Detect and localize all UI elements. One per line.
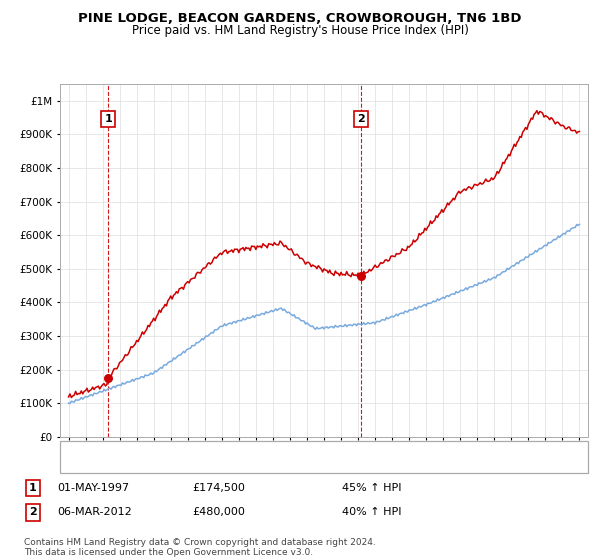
- Text: £174,500: £174,500: [192, 483, 245, 493]
- Text: PINE LODGE, BEACON GARDENS, CROWBOROUGH, TN6 1BD (detached house): PINE LODGE, BEACON GARDENS, CROWBOROUGH,…: [97, 445, 506, 455]
- Text: 40% ↑ HPI: 40% ↑ HPI: [342, 507, 401, 517]
- Text: 06-MAR-2012: 06-MAR-2012: [57, 507, 132, 517]
- Point: [356, 271, 366, 280]
- Text: PINE LODGE, BEACON GARDENS, CROWBOROUGH, TN6 1BD: PINE LODGE, BEACON GARDENS, CROWBOROUGH,…: [78, 12, 522, 25]
- Text: Price paid vs. HM Land Registry's House Price Index (HPI): Price paid vs. HM Land Registry's House …: [131, 24, 469, 36]
- Text: 45% ↑ HPI: 45% ↑ HPI: [342, 483, 401, 493]
- Text: 1: 1: [104, 114, 112, 124]
- Text: Contains HM Land Registry data © Crown copyright and database right 2024.
This d: Contains HM Land Registry data © Crown c…: [24, 538, 376, 557]
- Text: £480,000: £480,000: [192, 507, 245, 517]
- Text: 1: 1: [29, 483, 37, 493]
- Text: 01-MAY-1997: 01-MAY-1997: [57, 483, 129, 493]
- Text: 2: 2: [29, 507, 37, 517]
- Text: 2: 2: [357, 114, 365, 124]
- Point: [103, 374, 113, 382]
- Text: HPI: Average price, detached house, Wealden: HPI: Average price, detached house, Weal…: [97, 459, 335, 469]
